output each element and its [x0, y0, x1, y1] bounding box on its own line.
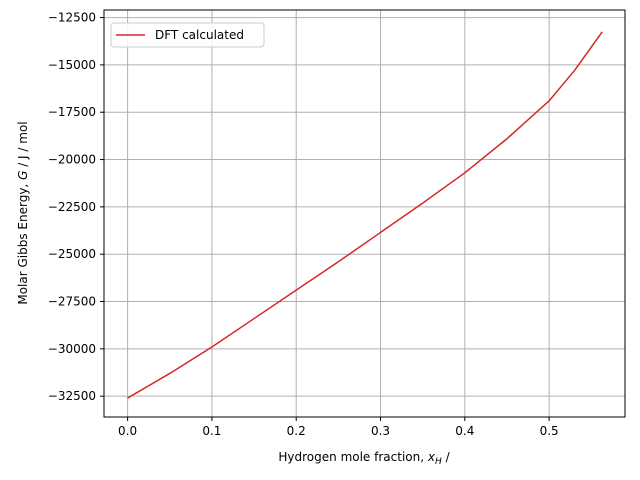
y-axis-label: Molar Gibbs Energy, G / J / mol [16, 121, 30, 304]
y-tick-label: −27500 [48, 295, 96, 309]
y-tick-label: −20000 [48, 153, 96, 167]
x-axis-label-suffix: / [442, 450, 451, 464]
plot-series [127, 31, 603, 399]
x-tick-label: 0.5 [540, 424, 559, 438]
x-axis-label-prefix: Hydrogen mole fraction, [278, 450, 427, 464]
x-tick-label: 0.3 [371, 424, 390, 438]
y-axis-label-symbol: G [16, 171, 30, 180]
x-axis-label-subscript: H [435, 457, 442, 467]
y-axis: −32500 −30000 −27500 −25000 −22500 −20000 −175… [48, 11, 104, 403]
x-axis: 0.0 0.1 0.2 0.3 0.4 0.5 [118, 417, 559, 438]
y-axis-label-prefix: Molar Gibbs Energy, [16, 180, 30, 305]
legend-box [110, 22, 265, 48]
legend: DFT calculated [110, 22, 265, 48]
x-tick-label: 0.1 [202, 424, 221, 438]
x-tick-label: 0.4 [455, 424, 474, 438]
y-tick-label: −25000 [48, 247, 96, 261]
y-tick-label: −17500 [48, 105, 96, 119]
x-tick-label: 0.0 [118, 424, 137, 438]
series-line [127, 31, 603, 399]
legend-label: DFT calculated [155, 28, 244, 42]
plot-frame [103, 9, 626, 418]
grid [104, 10, 625, 417]
y-tick-label: −12500 [48, 11, 96, 25]
y-tick-label: −30000 [48, 342, 96, 356]
y-tick-label: −32500 [48, 389, 96, 403]
y-tick-label: −22500 [48, 200, 96, 214]
y-axis-label-suffix: / J / mol [16, 121, 30, 170]
x-tick-label: 0.2 [287, 424, 306, 438]
y-tick-label: −15000 [48, 58, 96, 72]
x-axis-label: Hydrogen mole fraction, xH / [278, 450, 450, 467]
x-axis-label-symbol: x [427, 450, 436, 464]
